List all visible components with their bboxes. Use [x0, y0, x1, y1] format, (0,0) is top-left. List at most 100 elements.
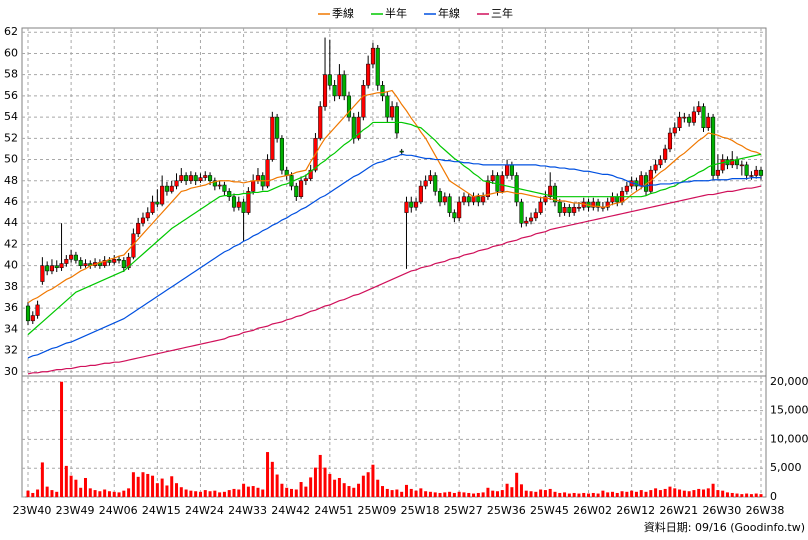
candle-body [145, 212, 150, 219]
candle-body [476, 196, 481, 203]
volume-bar [400, 491, 404, 497]
volume-bar [165, 485, 169, 497]
volume-bar [175, 483, 179, 497]
candle-body [69, 254, 74, 260]
legend-label: 三年 [491, 6, 513, 20]
y-tick-label: 40 [4, 259, 18, 272]
candle-body [605, 201, 610, 208]
y-tick-label: 36 [4, 301, 18, 314]
candle-body [255, 175, 261, 182]
candle-body [73, 254, 78, 261]
volume-bar [151, 475, 155, 497]
volume-bar [242, 483, 246, 497]
candle-body [433, 175, 438, 192]
candle-body [370, 47, 375, 65]
candle-body [140, 217, 146, 224]
volume-bar [663, 488, 667, 497]
candle-body [184, 175, 189, 182]
candle-body [160, 185, 165, 205]
candle-body [461, 196, 467, 203]
candle-body [711, 116, 716, 176]
candle-body [442, 196, 447, 203]
volume-bar [735, 493, 739, 497]
volume-bar [155, 483, 159, 497]
volume-bar [376, 479, 380, 497]
y-tick-label: 62 [4, 25, 18, 38]
volume-bar [64, 465, 68, 497]
volume-bar [381, 486, 385, 497]
candle-body [275, 116, 280, 139]
volume-bar [74, 479, 78, 497]
candle-body [538, 201, 543, 213]
volume-bar [107, 491, 111, 497]
candle-body [572, 207, 577, 213]
y-tick-label: 32 [4, 344, 18, 357]
candle-body [428, 175, 433, 182]
volume-bar [716, 490, 720, 497]
y-tick-label: 58 [4, 68, 18, 81]
volume-bar [357, 483, 361, 497]
candle-body [610, 196, 615, 203]
volume-bar [433, 492, 437, 497]
candle-body [557, 201, 562, 213]
volume-bar [452, 492, 456, 497]
volume-bar [69, 475, 73, 497]
candle-body [342, 74, 347, 97]
volume-bar [385, 488, 389, 497]
volume-bar [539, 489, 543, 497]
volume-bar [515, 472, 519, 497]
ma-line [27, 185, 762, 375]
candle-body [241, 201, 246, 213]
candle-body [519, 201, 524, 224]
volume-bar [591, 492, 595, 497]
candle-body [25, 305, 31, 322]
volume-bar [218, 492, 222, 497]
candle-body [596, 201, 601, 208]
candle-body [730, 159, 735, 166]
volume-bar [424, 491, 428, 497]
volume-bar [88, 488, 92, 497]
candle-body [509, 164, 514, 176]
volume-bar [251, 486, 255, 497]
candle-body [404, 201, 409, 213]
candle-body [121, 260, 126, 269]
candle-body [78, 260, 83, 266]
volume-bar [309, 477, 313, 497]
candle-body [414, 201, 419, 208]
candle-body [394, 106, 399, 134]
volume-bar [127, 488, 131, 497]
candle-body [265, 159, 270, 187]
candle-body [437, 191, 443, 203]
volume-bar [481, 492, 485, 497]
volume-bar [318, 454, 322, 497]
volume-bar [543, 490, 547, 497]
candle-body [562, 207, 567, 213]
volume-bar [189, 490, 193, 497]
x-tick-label: 25W36 [487, 504, 526, 517]
volume-bar [246, 486, 250, 497]
volume-bar [395, 489, 399, 497]
volume-bar [749, 494, 753, 497]
volume-bar [203, 490, 207, 497]
volume-bar [634, 491, 638, 497]
candle-body [270, 116, 275, 160]
volume-bar [567, 493, 571, 497]
volume-bar [414, 490, 418, 497]
ma-line [27, 153, 761, 359]
volume-bar [730, 492, 734, 497]
x-tick-label: 25W27 [444, 504, 483, 517]
y-tick-label: 54 [4, 110, 18, 123]
x-tick-label: 26W02 [573, 504, 612, 517]
legend-label: 季線 [332, 6, 354, 20]
volume-bar [361, 475, 365, 497]
volume-bar [333, 479, 337, 497]
candle-body [390, 106, 395, 118]
volume-bar [146, 473, 150, 497]
candle-body [198, 177, 203, 182]
volume-bar [505, 483, 509, 497]
volume-bar [285, 487, 289, 497]
candle-body [351, 116, 356, 139]
candle-body [758, 169, 764, 176]
volume-bar [630, 490, 634, 497]
ma-line [27, 89, 762, 304]
